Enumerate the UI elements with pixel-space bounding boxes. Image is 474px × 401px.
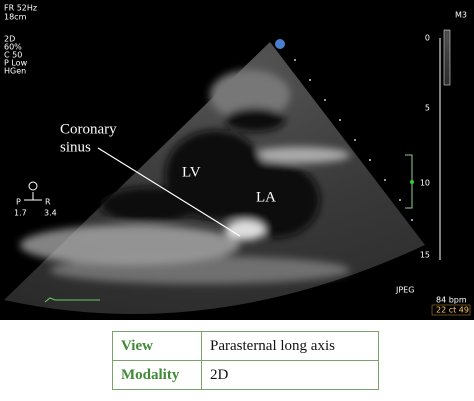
info-table: View Parasternal long axis Modality 2D xyxy=(112,331,379,390)
table-key: Modality xyxy=(112,360,202,390)
overlay-text: JPEG xyxy=(395,286,414,295)
annotation: LA xyxy=(256,189,276,205)
overlay-text: 18cm xyxy=(4,13,27,22)
orientation-label: 1.7 xyxy=(14,209,27,218)
overlay-text: 22 ct 49 xyxy=(436,306,469,315)
orientation-label: 3.4 xyxy=(44,209,57,218)
orientation-label: P xyxy=(16,198,21,207)
scale-label: 5 xyxy=(425,104,430,113)
ecg-trace xyxy=(44,297,100,303)
table-value: 2D xyxy=(201,360,379,390)
overlay-text: 60% xyxy=(4,43,22,52)
overlay-text: C 50 xyxy=(4,51,22,60)
annotation: LV xyxy=(182,164,201,180)
overlay-text: P Low xyxy=(4,59,28,68)
annotation-line xyxy=(97,147,241,237)
table-row: View Parasternal long axis xyxy=(112,331,379,361)
depth-dots xyxy=(294,59,413,221)
table-row: Modality 2D xyxy=(112,360,379,390)
scale-label: 15 xyxy=(420,251,430,260)
time-box xyxy=(431,304,471,316)
orientation-label: R xyxy=(45,198,51,207)
overlay-text: 84 bpm xyxy=(436,296,467,305)
table-value: Parasternal long axis xyxy=(201,331,379,361)
tissue-texture xyxy=(20,70,350,284)
annotation: sinus xyxy=(60,139,91,155)
overlay-text: M3 xyxy=(455,11,467,20)
ultrasound-image: FR 52Hz 18cm 2D 60% C 50 P Low HGen M3 0… xyxy=(0,0,474,320)
table-key: View xyxy=(112,331,202,361)
scale-label: 0 xyxy=(425,34,430,43)
orientation-icon xyxy=(28,181,38,191)
focus-marker xyxy=(410,180,414,184)
overlay-text: 2D xyxy=(4,35,15,44)
grayscale-bar xyxy=(443,29,451,86)
scale-label: 10 xyxy=(420,179,430,188)
annotation: Coronary xyxy=(60,121,117,137)
overlay-text: FR 52Hz xyxy=(4,4,37,13)
overlay-text: HGen xyxy=(4,67,26,76)
orientation-axes xyxy=(24,192,42,201)
probe-marker xyxy=(275,39,285,49)
